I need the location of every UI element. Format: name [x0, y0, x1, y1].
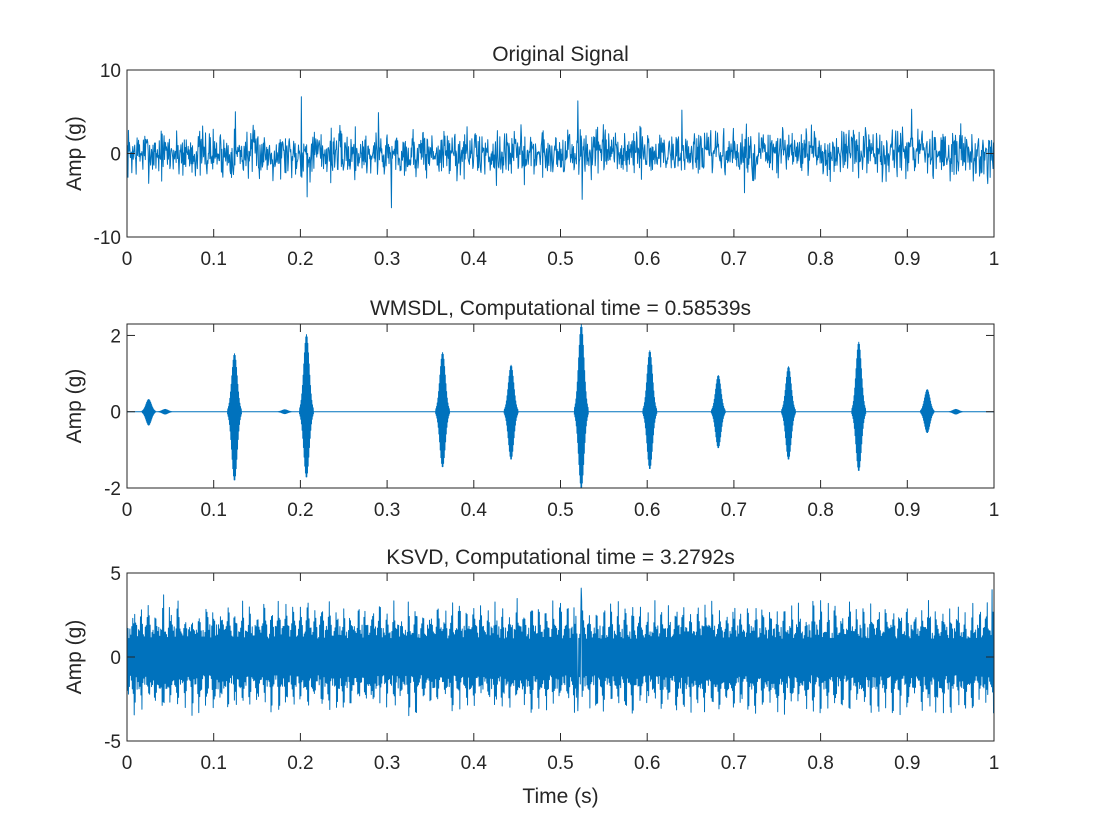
- x-tick-label: 0.9: [894, 249, 920, 270]
- y-tick-label: 0: [110, 145, 121, 166]
- y-tick-label: 2: [110, 326, 121, 347]
- x-tick-label: 0.8: [807, 249, 833, 270]
- series-group: [127, 587, 994, 717]
- x-tick-label: 0.6: [634, 249, 660, 270]
- x-tick-label: 0.8: [807, 753, 833, 774]
- y-tick-label: -10: [94, 228, 121, 249]
- x-tick-label: 0.5: [547, 753, 573, 774]
- subplot-title: WMSDL, Computational time = 0.58539s: [370, 297, 751, 320]
- y-tick-label: 0: [110, 648, 121, 669]
- x-tick-label: 0.6: [634, 753, 660, 774]
- x-tick-label: 0.3: [374, 500, 400, 521]
- x-tick-label: 0.3: [374, 753, 400, 774]
- x-tick-label: 0.2: [287, 500, 313, 521]
- subplot-1: 0 0.1 0.2 0.3 0.4 0.5 0.6 0.7 0.8 0.9 1-10010Origi…: [63, 43, 999, 270]
- x-tick-label: 1: [989, 249, 1000, 270]
- x-tick-label: 0: [122, 500, 133, 521]
- y-tick-label: 0: [110, 403, 121, 424]
- x-tick-label: 0.1: [200, 500, 226, 521]
- x-tick-label: 0.4: [461, 753, 488, 774]
- y-tick-label: -5: [104, 732, 121, 753]
- x-tick-label: 1: [989, 753, 1000, 774]
- x-tick-label: 0.2: [287, 249, 313, 270]
- series-line: [127, 587, 994, 717]
- x-tick-label: 0.2: [287, 753, 313, 774]
- subplot-title: Original Signal: [492, 43, 629, 66]
- y-axis-label: Amp (g): [63, 369, 86, 444]
- y-tick-label: 5: [110, 564, 121, 585]
- x-tick-label: 0.9: [894, 753, 920, 774]
- x-axis-label: Time (s): [522, 785, 598, 808]
- x-tick-label: 0.7: [721, 500, 747, 521]
- x-tick-label: 0.5: [547, 249, 573, 270]
- series-group: [127, 96, 994, 209]
- x-tick-label: 0.8: [807, 500, 833, 521]
- x-tick-label: 0.3: [374, 249, 400, 270]
- x-tick-label: 0.6: [634, 500, 660, 521]
- plot-area: [127, 324, 994, 488]
- x-tick-label: 0.7: [721, 753, 747, 774]
- x-tick-label: 0: [122, 753, 133, 774]
- x-tick-label: 0.4: [461, 249, 488, 270]
- x-tick-label: 0: [122, 249, 133, 270]
- subplot-2: 0 0.1 0.2 0.3 0.4 0.5 0.6 0.7 0.8 0.9 1-202WMSDL, …: [63, 297, 999, 521]
- y-axis-label: Amp (g): [63, 116, 86, 191]
- series-line: [127, 96, 994, 209]
- x-tick-label: 0.1: [200, 249, 226, 270]
- x-tick-label: 0.4: [461, 500, 488, 521]
- subplot-title: KSVD, Computational time = 3.2792s: [386, 546, 734, 569]
- x-tick-label: 1: [989, 500, 1000, 521]
- y-tick-label: 10: [100, 61, 121, 82]
- series-line: [127, 324, 994, 488]
- x-tick-label: 0.7: [721, 249, 747, 270]
- x-tick-label: 0.9: [894, 500, 920, 521]
- series-group: [127, 324, 994, 488]
- x-tick-label: 0.5: [547, 500, 573, 521]
- y-tick-label: -2: [104, 479, 121, 500]
- y-axis-label: Amp (g): [63, 620, 86, 695]
- x-tick-label: 0.1: [200, 753, 226, 774]
